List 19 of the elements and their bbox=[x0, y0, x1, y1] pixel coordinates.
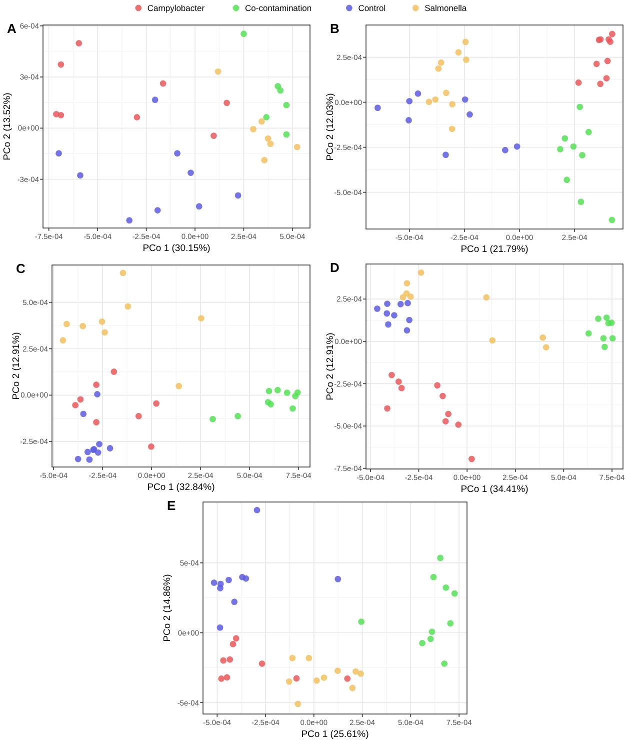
y-axis-title: PCo 2 (12.91%) bbox=[11, 332, 22, 400]
chart-title: D bbox=[330, 260, 340, 275]
x-axis-title: PCo 1 (30.15%) bbox=[142, 243, 210, 254]
chart-title: C bbox=[16, 261, 26, 276]
x-axis-title: PCo 1 (21.79%) bbox=[460, 244, 528, 255]
x-axis-title: PCo 1 (32.84%) bbox=[147, 482, 215, 493]
chart-title: A bbox=[7, 21, 17, 36]
x-axis-title: PCo 1 (25.61%) bbox=[301, 729, 369, 740]
legend-label: Salmonella bbox=[424, 3, 467, 13]
y-axis-title: PCo 2 (12.03%) bbox=[325, 93, 336, 161]
x-axis-title: PCo 1 (34.41%) bbox=[460, 484, 528, 495]
legend-label: Campylobacter bbox=[147, 3, 205, 13]
y-axis-title: PCo 2 (14.86%) bbox=[162, 574, 173, 642]
legend-label: Control bbox=[358, 3, 386, 13]
chart-title: E bbox=[167, 498, 176, 513]
legend-label: Co-contamination bbox=[245, 3, 312, 13]
chart-title: B bbox=[330, 21, 340, 36]
y-axis-title: PCo 2 (13.52%) bbox=[2, 92, 13, 160]
y-axis-title: PCo 2 (12.91%) bbox=[325, 332, 336, 400]
